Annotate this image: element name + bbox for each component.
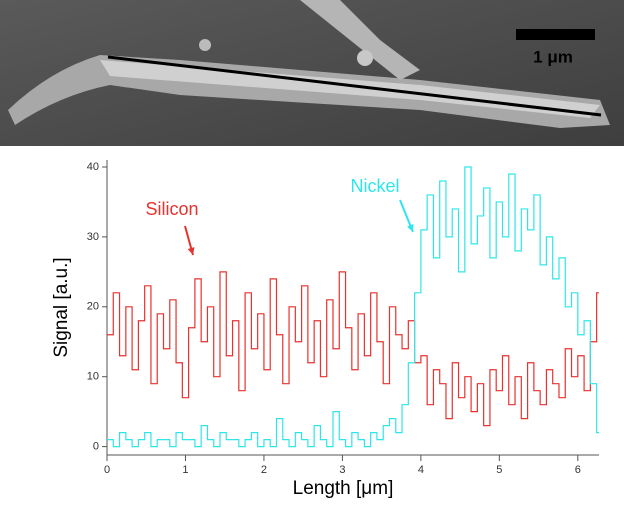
x-tick-label: 0 (104, 464, 110, 476)
x-tick-label: 4 (418, 464, 424, 476)
x-tick-label: 1 (182, 464, 188, 476)
series-line (107, 166, 599, 448)
annotation-arrowhead (187, 247, 195, 255)
y-tick-label: 10 (87, 371, 99, 383)
annotation: Nickel (350, 176, 399, 196)
y-tick-label: 40 (87, 161, 99, 173)
x-tick-label: 6 (575, 464, 581, 476)
x-tick-label: 5 (496, 464, 502, 476)
scale-bar-label: 1 μm (533, 47, 573, 66)
y-tick-label: 20 (87, 301, 99, 313)
x-axis-title: Length [μm] (293, 478, 394, 499)
series-line (107, 271, 599, 427)
y-axis-title: Signal [a.u.] (51, 257, 72, 357)
sem-image: 1 μm (0, 0, 624, 146)
annotation: Silicon (145, 199, 198, 219)
x-tick-label: 2 (261, 464, 267, 476)
y-tick-label: 0 (93, 441, 99, 453)
annotation-arrowhead (407, 224, 414, 232)
y-tick-label: 30 (87, 231, 99, 243)
x-tick-label: 3 (339, 464, 345, 476)
